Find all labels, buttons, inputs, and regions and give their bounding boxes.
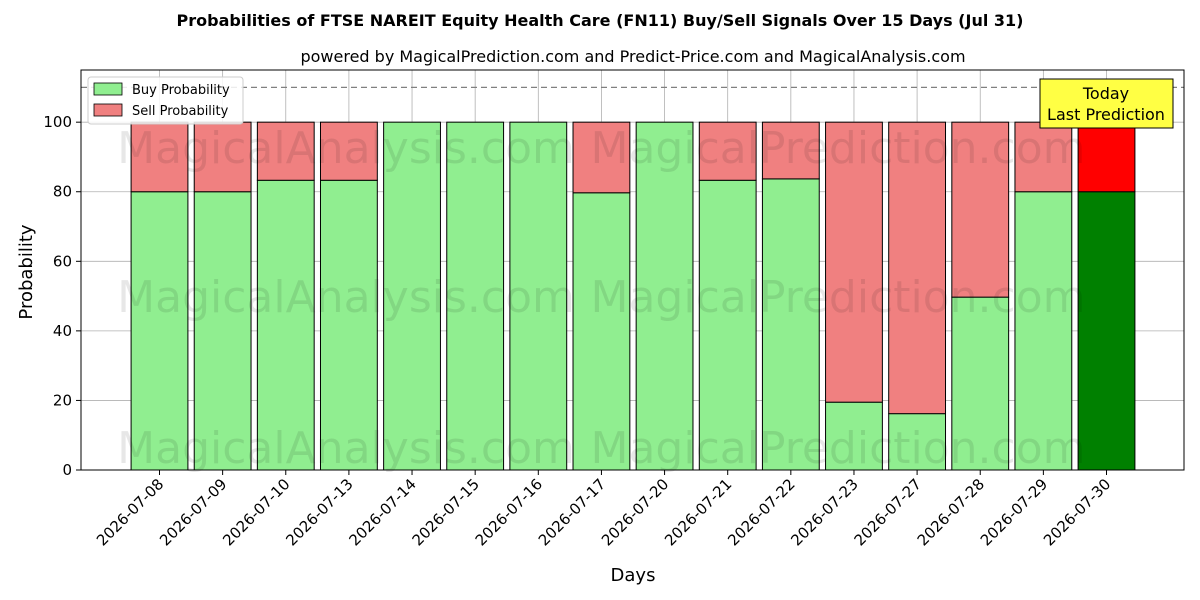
bar-buy — [383, 121, 441, 471]
watermark-analysis: MagicalAnalysis.com — [117, 272, 575, 323]
bar-buy — [1077, 191, 1136, 471]
x-tick-label: 2026-07-13 — [282, 475, 356, 549]
y-axis-label: Probability — [16, 224, 37, 319]
y-tick-label: 20 — [53, 391, 72, 409]
x-tick-label: 2026-07-28 — [914, 475, 988, 549]
x-tick-label: 2026-07-29 — [977, 475, 1051, 549]
bar-sell — [572, 121, 631, 194]
bar-buy — [951, 296, 1010, 471]
bar-buy — [825, 401, 883, 471]
chart-subtitle: powered by MagicalPrediction.com and Pre… — [300, 47, 965, 66]
x-tick-label: 2026-07-15 — [409, 475, 483, 549]
legend-box — [87, 76, 244, 125]
x-tick-label: 2026-07-20 — [598, 475, 672, 549]
x-tick-label: 2026-07-22 — [724, 475, 798, 549]
bar-buy — [319, 179, 378, 471]
bar-sell — [951, 121, 1010, 298]
legend-swatch-sell — [93, 103, 123, 117]
bar-buy — [256, 179, 315, 471]
annotation-line-2: Last Prediction — [1047, 105, 1165, 124]
bar-sell — [888, 121, 947, 415]
x-tick-label: 2026-07-09 — [156, 475, 230, 549]
y-tick-label: 60 — [53, 252, 72, 270]
legend: Buy Probability Sell Probability — [87, 76, 244, 125]
today-annotation: Today Last Prediction — [1039, 78, 1174, 129]
bar-sell — [761, 121, 820, 180]
x-axis: 2026-07-082026-07-092026-07-102026-07-13… — [93, 470, 1114, 549]
x-tick-label: 2026-07-10 — [219, 475, 293, 549]
bar-buy — [509, 121, 568, 471]
x-tick-label: 2026-07-08 — [93, 475, 167, 549]
y-tick-label: 80 — [53, 183, 72, 201]
bar-sell — [130, 121, 189, 193]
bar-buy — [1014, 191, 1073, 471]
x-tick-label: 2026-07-14 — [345, 475, 419, 549]
legend-label-buy: Buy Probability — [132, 83, 230, 98]
legend-label-sell: Sell Probability — [132, 104, 229, 119]
bar-sell — [825, 121, 883, 403]
bar-sell — [1077, 121, 1136, 193]
bar-sell — [256, 121, 315, 181]
y-axis: 0 20 40 60 80 100 — [43, 113, 81, 479]
watermark-prediction: MagicalPrediction.com — [591, 123, 1086, 174]
bar-buy — [698, 179, 757, 471]
plot-frame — [80, 69, 1185, 471]
x-tick-label: 2026-07-21 — [661, 475, 735, 549]
annotation-line-1: Today — [1082, 84, 1129, 103]
bars-layer — [130, 121, 1136, 471]
chart-title: Probabilities of FTSE NAREIT Equity Heal… — [177, 11, 1024, 30]
x-tick-label: 2026-07-27 — [851, 475, 925, 549]
y-tick-label: 100 — [43, 113, 72, 131]
bar-buy — [761, 178, 820, 471]
y-tick-label: 0 — [62, 461, 72, 479]
watermark-analysis: MagicalAnalysis.com — [117, 423, 575, 474]
annotation-box — [1039, 78, 1174, 129]
x-axis-label: Days — [611, 565, 656, 586]
legend-swatch-buy — [93, 82, 123, 96]
y-tick-label: 40 — [53, 322, 72, 340]
watermark-layer: MagicalAnalysis.com MagicalPrediction.co… — [117, 123, 1085, 474]
x-tick-label: 2026-07-30 — [1040, 475, 1114, 549]
watermark-prediction: MagicalPrediction.com — [591, 423, 1086, 474]
bar-sell — [193, 121, 252, 193]
bar-sell — [698, 121, 757, 181]
x-tick-label: 2026-07-23 — [787, 475, 861, 549]
bar-buy — [635, 121, 694, 471]
plot-area: MagicalAnalysis.com MagicalPrediction.co… — [80, 69, 1185, 474]
bar-sell — [1014, 121, 1073, 193]
x-tick-label: 2026-07-17 — [535, 475, 609, 549]
bar-sell — [319, 121, 378, 181]
watermark-analysis: MagicalAnalysis.com — [117, 123, 575, 174]
bar-buy — [888, 413, 947, 471]
x-tick-label: 2026-07-16 — [472, 475, 546, 549]
watermark-prediction: MagicalPrediction.com — [591, 272, 1086, 323]
